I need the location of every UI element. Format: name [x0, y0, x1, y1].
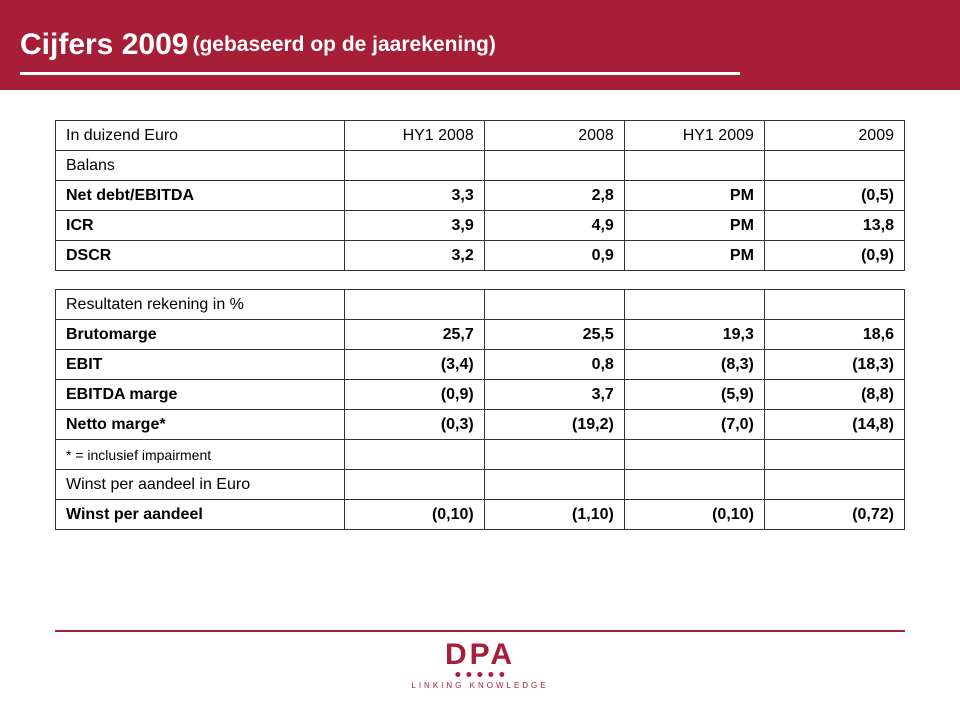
cell: 25,7 — [344, 320, 484, 350]
cell: 4,9 — [484, 211, 624, 241]
cell: (0,3) — [344, 410, 484, 440]
footnote-row: * = inclusief impairment — [56, 440, 905, 470]
section-label: Balans — [56, 151, 345, 181]
row-label: Net debt/EBITDA — [56, 181, 345, 211]
footer-divider — [55, 630, 905, 632]
table-row: EBITDA marge (0,9) 3,7 (5,9) (8,8) — [56, 380, 905, 410]
header-band: Cijfers 2009 (gebaseerd op de jaarekenin… — [0, 0, 960, 90]
title-underline — [20, 72, 740, 75]
cell: (0,72) — [764, 500, 904, 530]
table-row: Winst per aandeel (0,10) (1,10) (0,10) (… — [56, 500, 905, 530]
cell: PM — [624, 241, 764, 271]
row-label: Winst per aandeel — [56, 500, 345, 530]
table-row: Netto marge* (0,3) (19,2) (7,0) (14,8) — [56, 410, 905, 440]
slide-title-main: Cijfers 2009 — [20, 28, 188, 62]
cell: (0,10) — [344, 500, 484, 530]
cell: 13,8 — [764, 211, 904, 241]
spacer — [55, 271, 905, 289]
cell: 2,8 — [484, 181, 624, 211]
logo: DPA LINKING KNOWLEDGE — [411, 640, 548, 690]
table-row: Brutomarge 25,7 25,5 19,3 18,6 — [56, 320, 905, 350]
cell: (5,9) — [624, 380, 764, 410]
cell: 3,7 — [484, 380, 624, 410]
cell: (19,2) — [484, 410, 624, 440]
cell: 0,9 — [484, 241, 624, 271]
cell: 3,3 — [344, 181, 484, 211]
row-label: Brutomarge — [56, 320, 345, 350]
slide: Cijfers 2009 (gebaseerd op de jaarekenin… — [0, 0, 960, 710]
col-header: HY1 2008 — [344, 121, 484, 151]
row-label: DSCR — [56, 241, 345, 271]
footer: DPA LINKING KNOWLEDGE — [0, 630, 960, 710]
section-row: Resultaten rekening in % — [56, 290, 905, 320]
cell: 19,3 — [624, 320, 764, 350]
col-header: 2008 — [484, 121, 624, 151]
logo-dots-icon — [411, 672, 548, 677]
section-label: Resultaten rekening in % — [56, 290, 345, 320]
logo-text: DPA — [411, 640, 548, 670]
section-row: Winst per aandeel in Euro — [56, 470, 905, 500]
cell: 18,6 — [764, 320, 904, 350]
cell: (8,3) — [624, 350, 764, 380]
cell: (3,4) — [344, 350, 484, 380]
table-row: EBIT (3,4) 0,8 (8,3) (18,3) — [56, 350, 905, 380]
cell: (0,10) — [624, 500, 764, 530]
footnote: * = inclusief impairment — [56, 440, 345, 470]
financials-table-1: In duizend Euro HY1 2008 2008 HY1 2009 2… — [55, 120, 905, 271]
slide-title-sub: (gebaseerd op de jaarekening) — [192, 33, 495, 57]
cell: (8,8) — [764, 380, 904, 410]
section-row: Balans — [56, 151, 905, 181]
row-label: Netto marge* — [56, 410, 345, 440]
table-row: Net debt/EBITDA 3,3 2,8 PM (0,5) — [56, 181, 905, 211]
cell: (0,9) — [764, 241, 904, 271]
financials-table-2: Resultaten rekening in % Brutomarge 25,7… — [55, 289, 905, 530]
section-label: Winst per aandeel in Euro — [56, 470, 345, 500]
cell: (7,0) — [624, 410, 764, 440]
row-label: ICR — [56, 211, 345, 241]
cell: (18,3) — [764, 350, 904, 380]
cell: (14,8) — [764, 410, 904, 440]
col-header: 2009 — [764, 121, 904, 151]
cell: 25,5 — [484, 320, 624, 350]
row-label: EBITDA marge — [56, 380, 345, 410]
table-row: ICR 3,9 4,9 PM 13,8 — [56, 211, 905, 241]
cell: (0,9) — [344, 380, 484, 410]
col-header: HY1 2009 — [624, 121, 764, 151]
header-label-cell: In duizend Euro — [56, 121, 345, 151]
table-header-row: In duizend Euro HY1 2008 2008 HY1 2009 2… — [56, 121, 905, 151]
logo-tagline: LINKING KNOWLEDGE — [411, 681, 548, 690]
cell: (1,10) — [484, 500, 624, 530]
table-row: DSCR 3,2 0,9 PM (0,9) — [56, 241, 905, 271]
cell: PM — [624, 211, 764, 241]
cell: PM — [624, 181, 764, 211]
cell: 3,2 — [344, 241, 484, 271]
content-area: In duizend Euro HY1 2008 2008 HY1 2009 2… — [55, 120, 905, 530]
cell: (0,5) — [764, 181, 904, 211]
cell: 0,8 — [484, 350, 624, 380]
cell: 3,9 — [344, 211, 484, 241]
row-label: EBIT — [56, 350, 345, 380]
